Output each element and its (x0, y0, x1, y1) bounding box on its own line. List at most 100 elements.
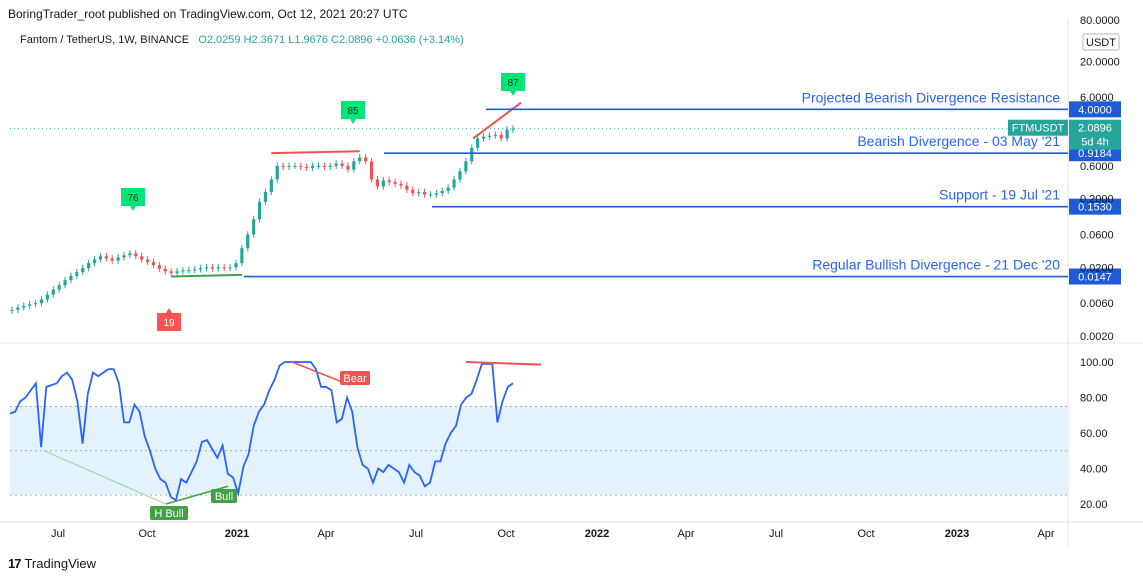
price-candle (163, 265, 167, 275)
rsi-line (9, 361, 514, 502)
candle-body (334, 163, 338, 166)
candle-body (505, 129, 509, 139)
candle-body (116, 257, 120, 261)
candle-body (110, 258, 114, 261)
price-candle (505, 126, 509, 142)
annotation-label: Bear (343, 373, 367, 385)
rsi-tick-label: 40.00 (1080, 464, 1108, 476)
price-candle (399, 180, 403, 189)
price-candle (428, 191, 433, 198)
candle-body (257, 201, 262, 220)
price-candle (222, 263, 226, 272)
candle-body (210, 267, 215, 269)
price-candle (199, 264, 203, 273)
candle-body (92, 259, 97, 264)
price-candle (104, 252, 108, 262)
rsi-tick-label: 80.00 (1080, 393, 1108, 405)
time-tick-label: Apr (317, 528, 334, 540)
candle-body (134, 253, 138, 257)
price-candle (134, 249, 138, 260)
candle-body (252, 219, 256, 235)
candle-body (187, 270, 191, 272)
candle-body (199, 268, 203, 270)
level-label: Projected Bearish Divergence Resistance (802, 89, 1061, 105)
rsi-bear-line-2 (465, 361, 542, 366)
time-tick-label: Jul (51, 528, 65, 540)
time-tick-label: Oct (857, 528, 874, 540)
level-price-tag: 0.0147 (1069, 268, 1121, 285)
candle-body (287, 165, 291, 167)
level-tag-bg (1069, 101, 1121, 118)
candle-body (75, 272, 79, 276)
annotation-label: H Bull (154, 508, 183, 520)
price-tick-label: 0.2000 (1080, 194, 1114, 206)
price-candle (98, 252, 103, 263)
level-tag-bg (1069, 268, 1121, 285)
price-candle (346, 162, 350, 173)
level-3: Regular Bullish Divergence - 21 Dec '20 0… (244, 257, 1121, 285)
price-candle (252, 215, 256, 238)
price-candle (92, 256, 97, 267)
candle-body (63, 280, 67, 286)
candle-body (393, 181, 397, 184)
last-price-tag: FTMUSDT 2.0896 5d 4h (1008, 119, 1121, 150)
symbol-tag-text: FTMUSDT (1012, 123, 1065, 135)
level-tag-bg (1069, 198, 1121, 215)
time-tick-label: Oct (497, 528, 514, 540)
price-candle (393, 178, 397, 187)
level-0: Projected Bearish Divergence Resistance 4… (486, 89, 1121, 118)
marker-shape (341, 101, 365, 124)
price-candle (257, 198, 262, 223)
time-axis: Jul Oct 2021 Apr Jul Oct 2022 Apr Jul Oct 2023 Apr (51, 528, 1055, 540)
price-candle (116, 253, 120, 264)
price-candle (381, 176, 385, 190)
last-price-bg (1069, 119, 1121, 150)
time-tick-label: 2023 (945, 528, 969, 540)
symbol-tag-bg (1008, 119, 1068, 136)
candle-body (405, 185, 409, 190)
price-candle (75, 268, 79, 280)
price-candle (493, 131, 497, 139)
candle-body (222, 267, 226, 269)
candle-body (476, 138, 480, 148)
ohlc-values: O2.0259 H2.3671 L1.9676 C2.0896 +0.0636 … (198, 34, 464, 46)
price-candle (51, 286, 55, 298)
price-candle (240, 244, 244, 267)
price-candle (216, 263, 220, 272)
candle-body (428, 194, 433, 196)
price-axis: 80.000020.00006.00002.00000.60000.20000.… (1008, 15, 1121, 511)
price-candle (387, 176, 391, 186)
marker-shape (121, 188, 145, 211)
rsi-annotation-bull: Bull (211, 489, 237, 503)
time-tick-label: 2021 (225, 528, 249, 540)
price-candle (228, 263, 232, 272)
price-candle (405, 182, 409, 193)
candle-body (69, 275, 73, 281)
price-panel (10, 101, 1068, 314)
candle-body (375, 179, 380, 187)
price-candle (193, 265, 197, 274)
price-candle (128, 249, 132, 259)
price-candle (446, 184, 450, 194)
price-candle (458, 167, 462, 183)
candle-body (452, 179, 456, 188)
price-candle (334, 160, 338, 170)
price-candle (63, 276, 67, 289)
level-1: Bearish Divergence - 03 May '21 0.9184 (384, 133, 1121, 162)
candle-body (305, 166, 309, 168)
candle-body (316, 165, 321, 167)
price-candle (375, 176, 380, 190)
marker-label: 19 (163, 318, 175, 329)
candle-body (122, 255, 126, 258)
candle-body (434, 193, 438, 195)
price-candle (452, 176, 456, 191)
footer-brand: 17 TradingView (8, 556, 96, 571)
marker-shape (501, 73, 525, 96)
candle-body (157, 265, 161, 269)
price-candle (293, 162, 297, 170)
candle-body (387, 180, 391, 182)
price-candle (28, 300, 32, 309)
price-candle (110, 255, 114, 264)
last-price-value: 2.0896 (1078, 123, 1112, 135)
